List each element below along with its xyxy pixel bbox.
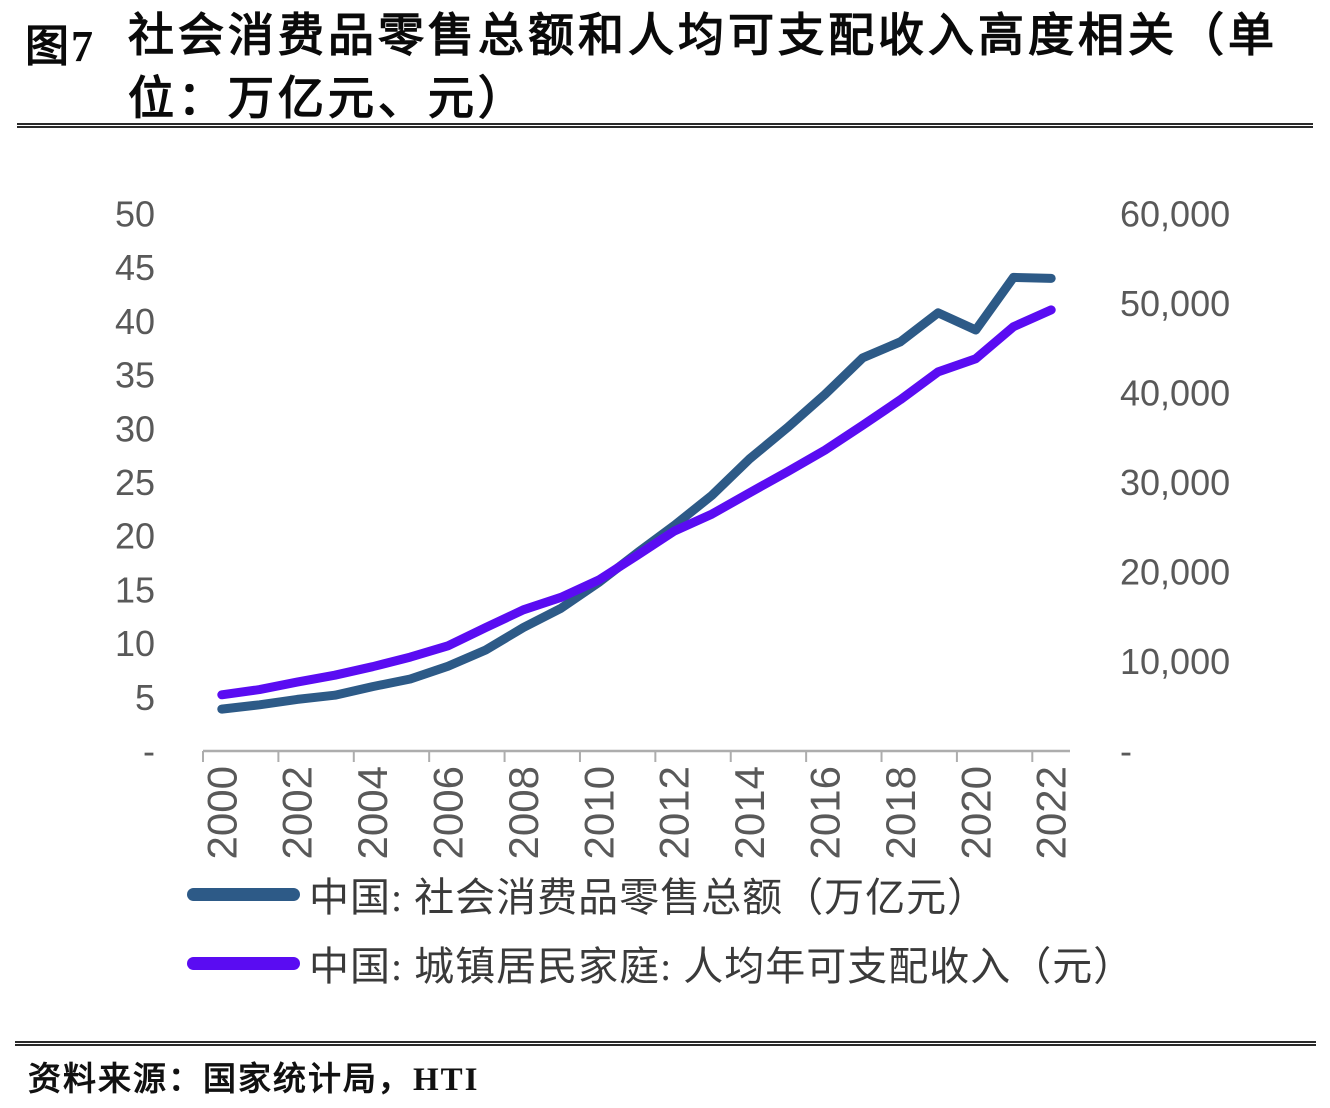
x-axis-tick-label: 2014 — [726, 766, 773, 859]
title-line-1: 社会消费品零售总额和人均可支配收入高度相关（单 — [128, 10, 1278, 61]
left-axis-tick-label: 30 — [115, 408, 155, 449]
x-axis-tick-label: 2006 — [425, 766, 472, 859]
right-axis-tick-label: 50,000 — [1120, 283, 1230, 324]
x-axis-tick-label: 2008 — [500, 766, 547, 859]
series-line-1 — [217, 305, 1056, 700]
left-axis-tick-label: 45 — [115, 247, 155, 288]
legend-label-retail-sales: 中国: 社会消费品零售总额（万亿元） — [309, 875, 989, 920]
left-axis-tick-label: 20 — [115, 516, 155, 557]
chart-canvas: 50 45 40 35 30 25 20 15 10 5 - 60,000 50,000 40,000 30… — [115, 194, 1230, 860]
left-axis-tick-label: 25 — [115, 462, 155, 503]
x-axis-tick-label: 2020 — [952, 766, 999, 859]
right-axis-tick-label: - — [1120, 731, 1132, 772]
x-axis-tick-label: 2010 — [575, 766, 622, 859]
x-axis-tick-label: 2018 — [877, 766, 924, 859]
legend-item-disposable-income: 中国: 城镇居民家庭: 人均年可支配收入（元） — [187, 941, 1187, 989]
x-axis-tick-label: 2004 — [349, 766, 396, 859]
right-axis-tick-label: 60,000 — [1120, 194, 1230, 235]
x-axis-tick-label: 2022 — [1028, 766, 1075, 859]
figure-number-label: 图7 — [25, 22, 95, 71]
left-axis-tick-label: 50 — [115, 194, 155, 235]
source-note: 资料来源：国家统计局，HTI — [28, 1062, 480, 1098]
right-axis-tick-label: 40,000 — [1120, 373, 1230, 414]
series-line-0 — [217, 272, 1056, 714]
legend-item-retail-sales: 中国: 社会消费品零售总额（万亿元） — [187, 872, 1187, 920]
left-axis-tick-label: 15 — [115, 569, 155, 610]
page-title: 社会消费品零售总额和人均可支配收入高度相关（单 位：万亿元、元） — [128, 4, 1318, 130]
left-axis-tick-label: 5 — [135, 677, 155, 718]
legend-label-disposable-income: 中国: 城镇居民家庭: 人均年可支配收入（元） — [309, 944, 1135, 989]
left-axis-tick-label: 35 — [115, 355, 155, 396]
footer-divider — [15, 1041, 1316, 1046]
title-divider — [17, 123, 1313, 128]
legend-swatch-disposable-income — [187, 956, 300, 970]
x-axis-tick-label: 2002 — [274, 766, 321, 859]
left-axis-tick-label: - — [143, 731, 155, 772]
x-axis-tick-label: 2016 — [801, 766, 848, 859]
chart-legend: 中国: 社会消费品零售总额（万亿元） 中国: 城镇居民家庭: 人均年可支配收入（… — [187, 872, 1187, 1010]
x-axis-tick-label: 2000 — [198, 766, 245, 859]
left-axis-tick-label: 40 — [115, 301, 155, 342]
right-axis-tick-label: 30,000 — [1120, 462, 1230, 503]
legend-swatch-retail-sales — [187, 887, 300, 901]
right-axis-tick-label: 20,000 — [1120, 552, 1230, 593]
right-axis-tick-label: 10,000 — [1120, 641, 1230, 682]
left-axis-tick-label: 10 — [115, 623, 155, 664]
title-line-2: 位：万亿元、元） — [128, 73, 528, 124]
x-axis-tick-label: 2012 — [651, 766, 698, 859]
